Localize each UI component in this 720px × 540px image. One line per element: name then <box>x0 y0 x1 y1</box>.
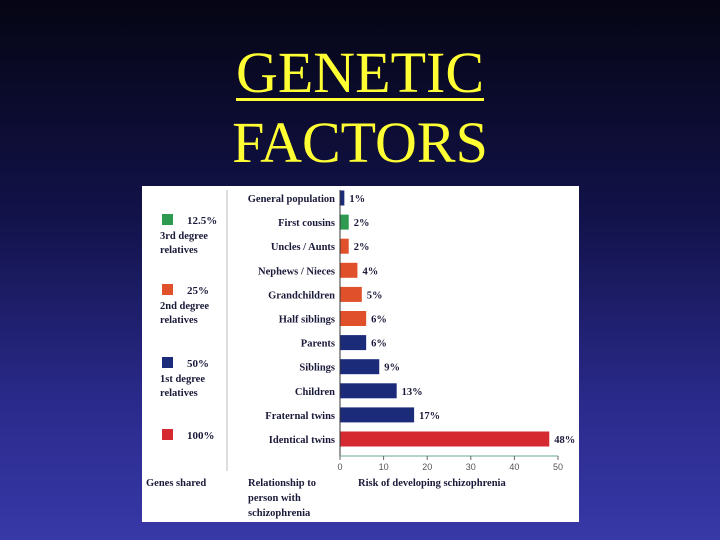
bar <box>340 286 362 302</box>
category-label: Parents <box>301 339 335 350</box>
category-label: Uncles / Aunts <box>271 242 335 253</box>
value-label: 6% <box>371 315 387 326</box>
bar <box>340 214 349 230</box>
legend-swatch <box>162 214 173 225</box>
category-axis-label: Relationship to <box>248 478 316 489</box>
legend-swatch <box>162 284 173 295</box>
bar <box>340 190 345 206</box>
value-label: 48% <box>554 435 575 446</box>
value-label: 17% <box>419 411 440 422</box>
bar <box>340 238 349 254</box>
risk-bar-chart: 12.5% 3rd degree relatives 25% 2nd degree rel… <box>146 190 575 519</box>
value-label: 2% <box>354 218 370 229</box>
bar <box>340 335 367 351</box>
legend-percent: 25% <box>187 285 209 297</box>
legend-description: 3rd degree <box>160 231 208 242</box>
category-label: General population <box>248 194 335 205</box>
x-tick-label: 50 <box>553 462 563 472</box>
bar <box>340 262 358 278</box>
slide-title-line-1: GENETIC <box>235 40 485 105</box>
value-label: 9% <box>384 363 400 374</box>
legend-description: relatives <box>160 388 198 399</box>
x-tick-label: 30 <box>466 462 476 472</box>
value-label: 6% <box>371 339 387 350</box>
category-label: Fraternal twins <box>265 411 335 422</box>
bar <box>340 407 415 423</box>
bar <box>340 311 367 326</box>
category-axis-label: person with <box>248 493 301 504</box>
legend-swatch <box>162 357 173 368</box>
category-label: Siblings <box>299 363 335 374</box>
legend-swatch <box>162 429 173 440</box>
legend-percent: 12.5% <box>187 215 217 227</box>
category-label: First cousins <box>278 218 335 229</box>
value-label: 2% <box>354 242 370 253</box>
chart-figure: 12.5% 3rd degree relatives 25% 2nd degree rel… <box>142 186 579 522</box>
category-axis-label: schizophrenia <box>248 508 311 519</box>
value-label: 5% <box>367 290 383 301</box>
legend-percent: 100% <box>187 430 215 442</box>
category-label: Grandchildren <box>268 290 335 301</box>
legend-description: 1st degree <box>160 374 205 385</box>
x-tick-label: 0 <box>337 462 342 472</box>
genes-shared-label: Genes shared <box>146 478 206 489</box>
value-label: 4% <box>362 266 378 277</box>
x-tick-label: 20 <box>422 462 432 472</box>
x-tick-label: 10 <box>379 462 389 472</box>
category-label: Identical twins <box>269 435 335 446</box>
legend-description: relatives <box>160 315 198 326</box>
value-label: 1% <box>349 194 365 205</box>
legend-description: 2nd degree <box>160 301 209 312</box>
category-label: Half siblings <box>279 315 335 326</box>
bar <box>340 431 550 447</box>
category-label: Nephews / Nieces <box>258 266 335 277</box>
legend-description: relatives <box>160 245 198 256</box>
value-label: 13% <box>402 387 423 398</box>
category-label: Children <box>295 387 335 398</box>
legend-percent: 50% <box>187 358 209 370</box>
bar <box>340 359 380 375</box>
x-axis-label: Risk of developing schizophrenia <box>358 478 506 489</box>
slide-title-line-2: FACTORS <box>232 110 488 175</box>
bar <box>340 383 397 399</box>
x-tick-label: 40 <box>509 462 519 472</box>
